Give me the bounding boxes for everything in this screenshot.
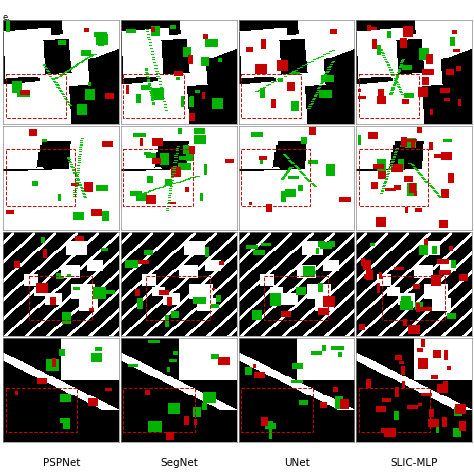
Bar: [6, 388, 77, 432]
Bar: [123, 388, 195, 432]
Bar: [123, 149, 193, 206]
Text: UNet: UNet: [283, 458, 310, 468]
Bar: [359, 149, 428, 206]
Bar: [241, 388, 313, 432]
Bar: [146, 276, 210, 319]
Bar: [359, 74, 419, 118]
Bar: [29, 276, 92, 319]
Bar: [241, 74, 301, 118]
Text: PSPNet: PSPNet: [43, 458, 80, 468]
Text: SLIC-MLP: SLIC-MLP: [391, 458, 438, 468]
Bar: [123, 74, 183, 118]
Bar: [359, 388, 430, 432]
Bar: [264, 276, 328, 319]
Text: SegNet: SegNet: [160, 458, 198, 468]
Bar: [6, 74, 66, 118]
Bar: [6, 149, 75, 206]
Text: e.: e.: [2, 13, 10, 22]
Bar: [241, 149, 310, 206]
Bar: [382, 276, 446, 319]
